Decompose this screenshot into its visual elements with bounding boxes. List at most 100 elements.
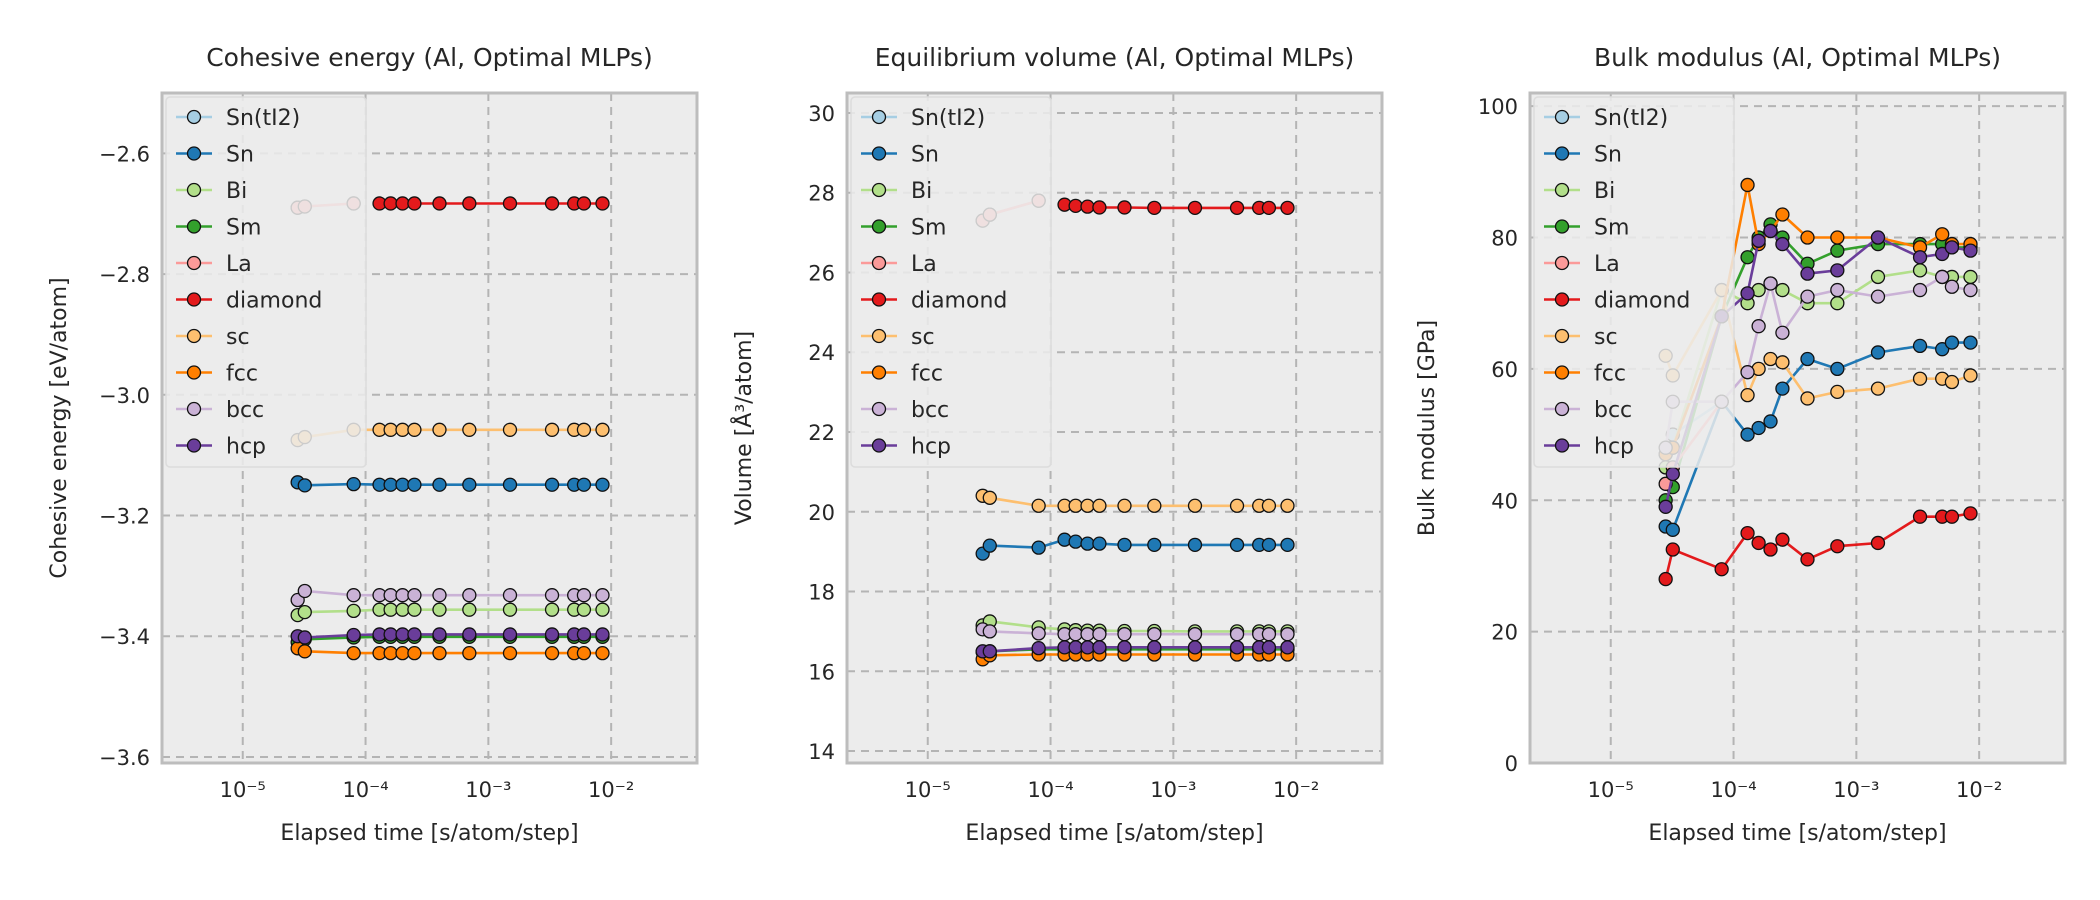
data-point bbox=[462, 196, 477, 211]
legend-item: Bi bbox=[176, 179, 247, 204]
data-point bbox=[1080, 536, 1095, 551]
y-tick-label: 60 bbox=[1491, 358, 1518, 382]
data-point bbox=[395, 196, 410, 211]
x-tick-label: 10⁻⁴ bbox=[1710, 778, 1756, 802]
legend-label: Sn(tI2) bbox=[226, 106, 300, 131]
data-point bbox=[1714, 562, 1729, 577]
data-point bbox=[576, 645, 592, 661]
y-tick-label: 20 bbox=[1491, 621, 1518, 645]
data-point bbox=[1830, 263, 1845, 278]
y-tick-label: −3.2 bbox=[99, 505, 150, 529]
data-point bbox=[1935, 269, 1950, 285]
data-point bbox=[982, 490, 997, 505]
data-point bbox=[1031, 498, 1046, 513]
data-point bbox=[595, 196, 610, 211]
chart-panel-1: −2.6 −2.8 −3.0 −3.2 −3.4 −3.6 10⁻⁵ 10⁻⁴ 10⁻³ 10⁻²… bbox=[47, 43, 699, 846]
legend-label: hcp bbox=[1594, 435, 1634, 460]
data-point bbox=[1740, 427, 1755, 442]
legend-marker bbox=[186, 109, 202, 125]
legend-item: fcc bbox=[1544, 362, 1626, 387]
legend-marker bbox=[1554, 328, 1570, 344]
data-point bbox=[595, 422, 610, 437]
data-point bbox=[1830, 230, 1845, 245]
data-point bbox=[1261, 640, 1277, 655]
series-sn bbox=[290, 475, 610, 493]
x-tick-label: 10⁻³ bbox=[465, 778, 511, 802]
data-point bbox=[1944, 374, 1960, 390]
data-point bbox=[1763, 351, 1778, 367]
y-tick-label: 0 bbox=[1505, 752, 1518, 776]
legend-label: La bbox=[1594, 252, 1620, 277]
legend: Sn(tI2) Sn Bi Sm La diamond sc fcc bcc hcp bbox=[1533, 96, 1735, 468]
legend-label: Sm bbox=[226, 216, 261, 241]
y-tick-label: −2.6 bbox=[99, 142, 150, 166]
legend-item: hcp bbox=[1544, 435, 1634, 460]
legend-item: Sn(tI2) bbox=[176, 106, 300, 131]
legend-label: Sn bbox=[226, 143, 254, 168]
data-point bbox=[595, 645, 610, 661]
data-point bbox=[1944, 335, 1960, 350]
series-diamond bbox=[1658, 506, 1978, 587]
plot-frame bbox=[160, 91, 699, 765]
x-tick-label: 10⁻⁴ bbox=[342, 778, 388, 802]
data-point bbox=[544, 645, 560, 661]
data-point bbox=[1117, 200, 1132, 215]
data-point bbox=[1912, 509, 1928, 524]
data-point bbox=[1751, 420, 1766, 436]
data-point bbox=[1280, 498, 1295, 513]
legend-marker bbox=[871, 146, 887, 161]
y-tick-label: −3.4 bbox=[99, 625, 150, 649]
data-point bbox=[462, 645, 477, 661]
data-point bbox=[1870, 381, 1886, 396]
data-point bbox=[1912, 263, 1928, 278]
y-tick-label: 100 bbox=[1478, 95, 1518, 119]
data-point bbox=[383, 627, 398, 642]
y-axis-label: Cohesive energy [eV/atom] bbox=[47, 277, 72, 578]
legend-item: Sm bbox=[1544, 216, 1629, 241]
data-point bbox=[1092, 640, 1107, 655]
data-point bbox=[1800, 266, 1815, 281]
x-tick-label: 10⁻³ bbox=[1833, 778, 1879, 802]
data-point bbox=[1935, 246, 1950, 262]
data-point bbox=[432, 602, 447, 617]
data-point bbox=[432, 477, 447, 492]
data-point bbox=[1740, 250, 1755, 265]
legend-label: fcc bbox=[226, 362, 258, 387]
data-point bbox=[1870, 345, 1886, 360]
legend-item: Bi bbox=[861, 179, 932, 204]
legend-label: La bbox=[911, 252, 937, 277]
legend-label: Sn bbox=[1594, 143, 1622, 168]
data-point bbox=[1763, 542, 1778, 557]
data-point bbox=[1740, 286, 1755, 301]
y-tick-label: 24 bbox=[808, 341, 835, 365]
legend-label: hcp bbox=[911, 435, 951, 460]
legend-item: hcp bbox=[176, 435, 266, 460]
data-point bbox=[346, 588, 361, 603]
legend-marker bbox=[186, 292, 202, 307]
series-bcc bbox=[290, 583, 610, 608]
x-tick-label: 10⁻⁵ bbox=[1588, 778, 1634, 802]
legend-item: Sn bbox=[1544, 143, 1622, 168]
data-point bbox=[595, 627, 610, 642]
legend-item: Sn bbox=[861, 143, 939, 168]
legend-marker bbox=[871, 401, 887, 417]
y-tick-label: 18 bbox=[808, 581, 835, 605]
data-point bbox=[502, 477, 518, 492]
data-point bbox=[1944, 240, 1960, 255]
data-point bbox=[595, 477, 610, 492]
data-point bbox=[1775, 381, 1790, 396]
data-point bbox=[1740, 388, 1755, 403]
data-point bbox=[1280, 627, 1295, 642]
data-point bbox=[1763, 223, 1778, 239]
data-point bbox=[1229, 498, 1245, 513]
data-point bbox=[383, 602, 398, 617]
data-point bbox=[395, 422, 410, 437]
legend-label: La bbox=[226, 252, 252, 277]
y-tick-label: 22 bbox=[808, 421, 835, 445]
data-point bbox=[395, 645, 410, 661]
x-tick-label: 10⁻⁴ bbox=[1027, 778, 1073, 802]
legend-label: sc bbox=[911, 325, 935, 350]
legend-marker bbox=[1554, 401, 1570, 417]
data-point bbox=[1092, 627, 1107, 642]
data-point bbox=[1147, 640, 1162, 655]
